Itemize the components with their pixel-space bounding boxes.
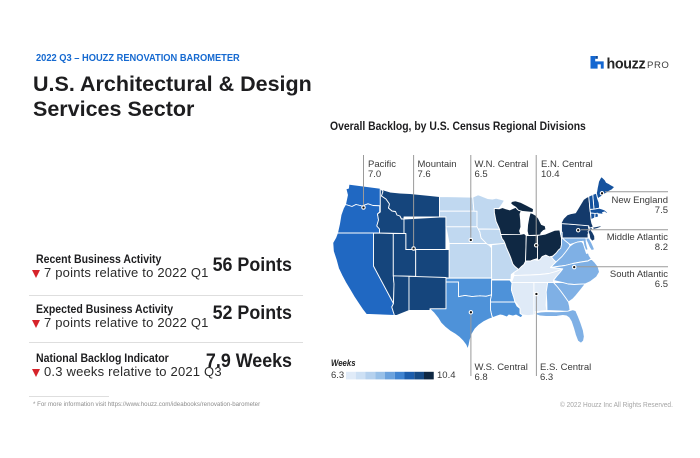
svg-text:PRO: PRO [647, 60, 669, 71]
svg-text:houzz: houzz [607, 56, 646, 71]
